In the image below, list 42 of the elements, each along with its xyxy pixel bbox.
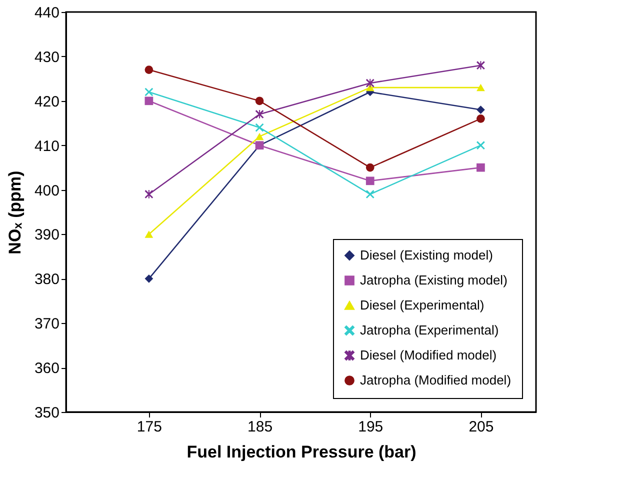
point (144, 96, 154, 106)
x-tick-label: 185 (248, 418, 273, 436)
legend-label: Diesel (Experimental) (360, 298, 484, 312)
point (476, 84, 485, 92)
y-tick-label: 400 (34, 182, 60, 200)
point (476, 61, 485, 70)
y-tick-label: 370 (34, 316, 60, 333)
y-tick-label: 350 (34, 404, 60, 422)
y-tick-label: 390 (34, 226, 60, 244)
y-tick-label: 380 (34, 271, 60, 288)
point (144, 190, 154, 198)
point (476, 106, 485, 114)
x-axis-title: Fuel Injection Pressure (bar) (186, 442, 416, 462)
legend-label: Jatropha (Modified model) (360, 372, 512, 388)
x-tick-label: 195 (358, 418, 384, 436)
point (476, 114, 485, 123)
point (255, 132, 264, 140)
y-tick-label: 420 (34, 93, 60, 110)
y-axis-title: NOₓ (ppm) (5, 170, 24, 254)
y-tick-label: 360 (34, 360, 60, 378)
point (144, 88, 154, 96)
legend-label: Jatropha (Experimental) (360, 322, 499, 338)
point (366, 176, 374, 186)
y-tick-label: 440 (34, 4, 60, 22)
point (144, 230, 154, 238)
x-tick-label: 205 (468, 418, 494, 436)
y-tick-label: 430 (34, 48, 60, 66)
point (255, 110, 264, 118)
point (144, 66, 154, 74)
point (144, 274, 154, 283)
point (476, 141, 485, 150)
legend-label: Diesel (Existing model) (360, 248, 493, 262)
point (366, 190, 374, 198)
x-tick-label: 175 (136, 418, 162, 436)
legend-label: Jatropha (Existing model) (360, 272, 508, 288)
point (255, 96, 264, 106)
legend-label: Diesel (Modified model) (360, 348, 497, 362)
point (476, 163, 485, 172)
y-tick-label: 410 (34, 138, 60, 155)
point (366, 163, 374, 172)
point (366, 78, 374, 88)
point (255, 123, 264, 132)
